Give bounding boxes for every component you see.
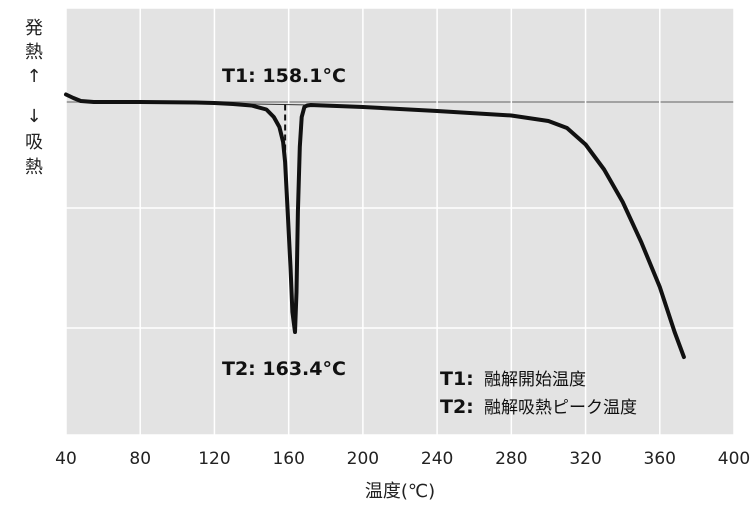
annotation-t1: T1: 158.1°C bbox=[222, 65, 346, 87]
y-label-up-arrow: ↑ bbox=[26, 66, 41, 87]
dsc-curve-line bbox=[64, 92, 686, 359]
x-tick-label: 160 bbox=[272, 449, 304, 469]
x-tick-label: 40 bbox=[55, 449, 77, 469]
y-label-exo-char-2: 熱 bbox=[25, 42, 43, 63]
y-label-endo-char-2: 熱 bbox=[25, 157, 43, 178]
x-tick-label: 240 bbox=[421, 449, 453, 469]
y-label-down-arrow: ↓ bbox=[26, 106, 41, 127]
legend-text-t1: 融解開始温度 bbox=[484, 370, 586, 390]
legend-text-t2: 融解吸熱ピーク温度 bbox=[484, 398, 637, 418]
x-tick-label: 400 bbox=[718, 449, 750, 469]
legend: T1: 融解開始温度 T2: 融解吸熱ピーク温度 bbox=[440, 368, 637, 418]
x-tick-label: 80 bbox=[129, 449, 151, 469]
annotation-t2: T2: 163.4°C bbox=[222, 358, 346, 380]
legend-key-t2: T2: bbox=[440, 396, 474, 418]
y-label-exo-char-1: 発 bbox=[25, 18, 43, 39]
x-tick-label: 360 bbox=[644, 449, 676, 469]
legend-key-t1: T1: bbox=[440, 368, 474, 390]
x-tick-label: 320 bbox=[569, 449, 601, 469]
y-label-endo-char-1: 吸 bbox=[25, 132, 43, 153]
plot-area bbox=[66, 8, 734, 435]
x-tick-label: 200 bbox=[347, 449, 379, 469]
x-axis-ticks: 40 80 120 160 200 240 280 320 360 400 bbox=[55, 449, 750, 469]
grid-lines bbox=[65, 7, 735, 436]
x-axis-label: 温度(℃) bbox=[365, 481, 435, 502]
x-tick-label: 120 bbox=[198, 449, 230, 469]
x-tick-label: 280 bbox=[495, 449, 527, 469]
y-axis-label: 発 熱 ↑ ↓ 吸 熱 bbox=[25, 18, 43, 178]
